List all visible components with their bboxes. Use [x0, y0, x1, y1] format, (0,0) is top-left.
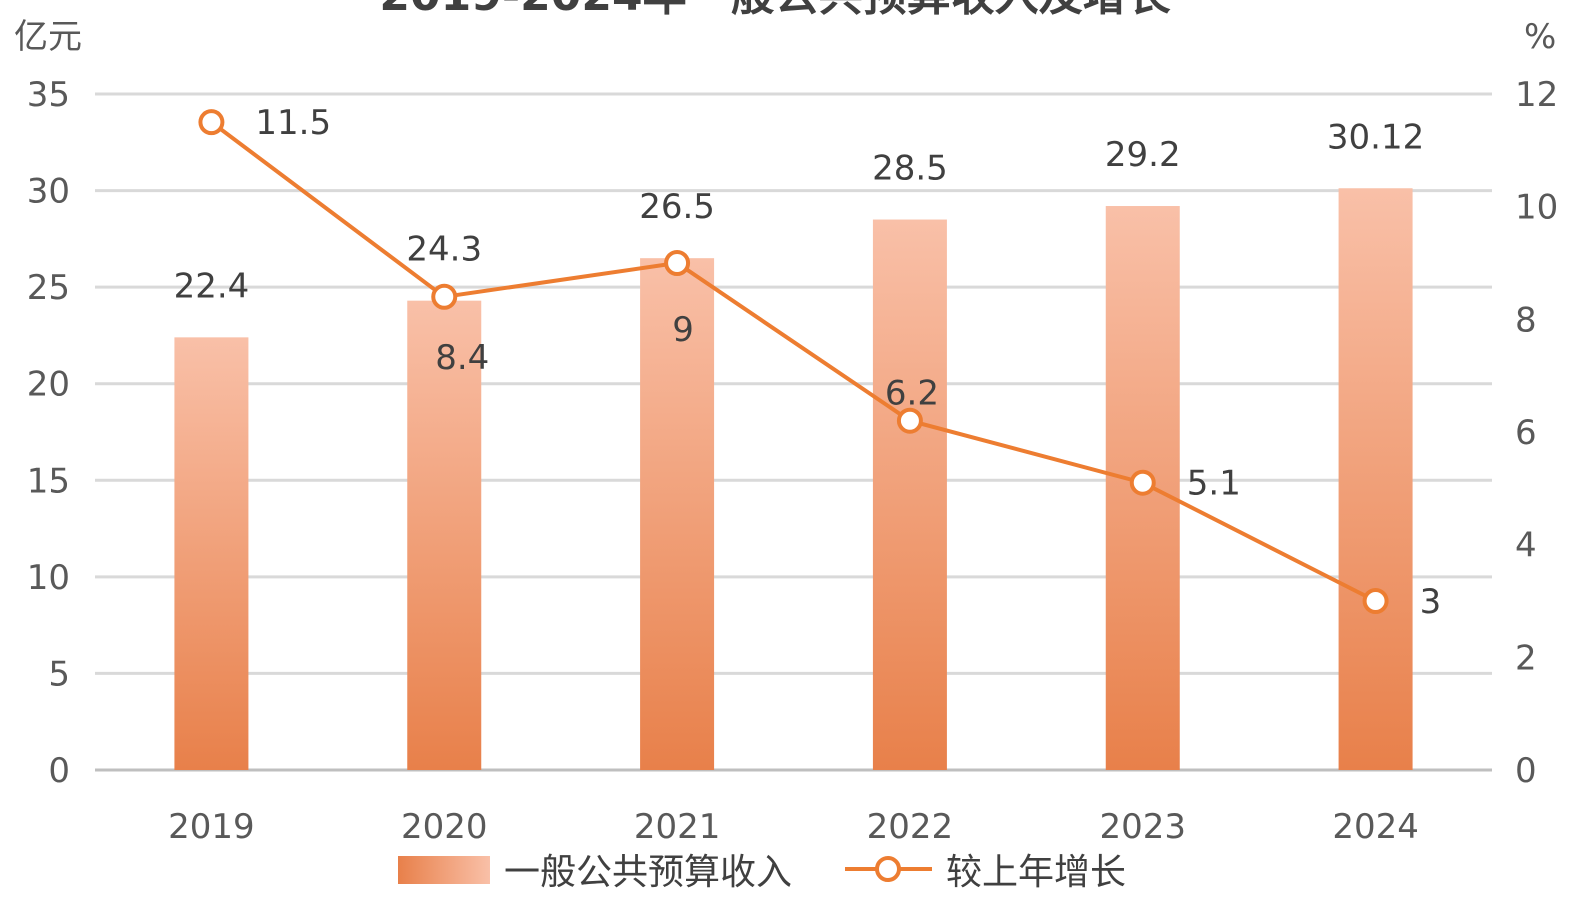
y-left-tick: 5	[48, 654, 70, 694]
y-right-tick: 6	[1515, 413, 1537, 453]
legend-bar-swatch	[398, 856, 490, 884]
bar-value-labels: 22.4 24.3 26.5 28.5 29.2 30.12	[174, 117, 1425, 306]
y-right-tick-labels: 0 2 4 6 8 10 12	[1515, 75, 1558, 791]
y-left-tick-labels: 0 5 10 15 20 25 30 35	[27, 75, 70, 791]
y-left-tick: 10	[27, 558, 70, 598]
y-left-tick: 20	[27, 365, 70, 405]
growth-point-2021	[664, 250, 691, 276]
growth-label-2019: 11.5	[255, 103, 331, 143]
bar-label-2021: 26.5	[639, 187, 715, 227]
x-tick-2021: 2021	[634, 807, 721, 847]
y-left-tick: 25	[27, 268, 70, 308]
x-tick-2022: 2022	[867, 807, 954, 847]
bar-2020	[407, 300, 482, 770]
bar-label-2019: 22.4	[174, 266, 250, 306]
y-right-tick: 10	[1515, 188, 1558, 228]
growth-point-2019	[198, 109, 225, 136]
bar-label-2022: 28.5	[872, 149, 948, 189]
gridlines	[95, 92, 1492, 772]
y-left-tick: 30	[27, 172, 70, 212]
line-value-labels: 11.5 8.4 9 6.2 5.1 3	[255, 103, 1441, 622]
growth-label-2020: 8.4	[435, 338, 489, 378]
growth-label-2022: 6.2	[885, 374, 939, 414]
legend-line-label: 较上年增长	[946, 852, 1126, 893]
x-tick-2020: 2020	[401, 807, 488, 847]
bar-label-2024: 30.12	[1327, 117, 1424, 157]
growth-line	[210, 120, 1377, 603]
x-tick-2019: 2019	[168, 807, 255, 847]
x-tick-2023: 2023	[1099, 807, 1186, 847]
growth-label-2023: 5.1	[1187, 464, 1241, 504]
y-left-tick: 15	[27, 461, 70, 501]
growth-label-2021: 9	[672, 310, 694, 350]
y-right-tick: 2	[1515, 638, 1537, 678]
legend-line-marker	[875, 856, 901, 882]
legend: 一般公共预算收入 较上年增长	[398, 852, 1126, 893]
bar-label-2020: 24.3	[406, 230, 482, 270]
y-right-tick: 8	[1515, 300, 1537, 340]
growth-point-2024	[1362, 588, 1389, 614]
bar-2021	[640, 258, 715, 770]
y-left-tick: 0	[48, 751, 70, 791]
y-right-tick: 4	[1515, 526, 1537, 566]
growth-point-2020	[431, 283, 458, 310]
bar-2024	[1338, 188, 1413, 770]
x-tick-2024: 2024	[1332, 807, 1419, 847]
growth-label-2024: 3	[1420, 582, 1442, 622]
y-right-unit: %	[1524, 17, 1556, 57]
line-series	[198, 109, 1389, 614]
x-tick-labels: 2019 2020 2021 2022 2023 2024	[168, 807, 1419, 847]
growth-point-2022	[896, 407, 923, 434]
bar-2019	[174, 337, 249, 770]
bar-2022	[872, 219, 947, 771]
legend-bar-label: 一般公共预算收入	[504, 852, 792, 893]
y-left-tick: 35	[27, 75, 70, 115]
y-right-tick: 12	[1515, 75, 1558, 115]
bar-label-2023: 29.2	[1105, 135, 1181, 175]
growth-point-2023	[1129, 469, 1156, 496]
y-left-unit: 亿元	[14, 17, 82, 57]
chart-title: 2019-2024年一般公共预算收入及增长	[379, 0, 1170, 21]
y-right-tick: 0	[1515, 751, 1537, 791]
bar-series	[174, 188, 1413, 771]
